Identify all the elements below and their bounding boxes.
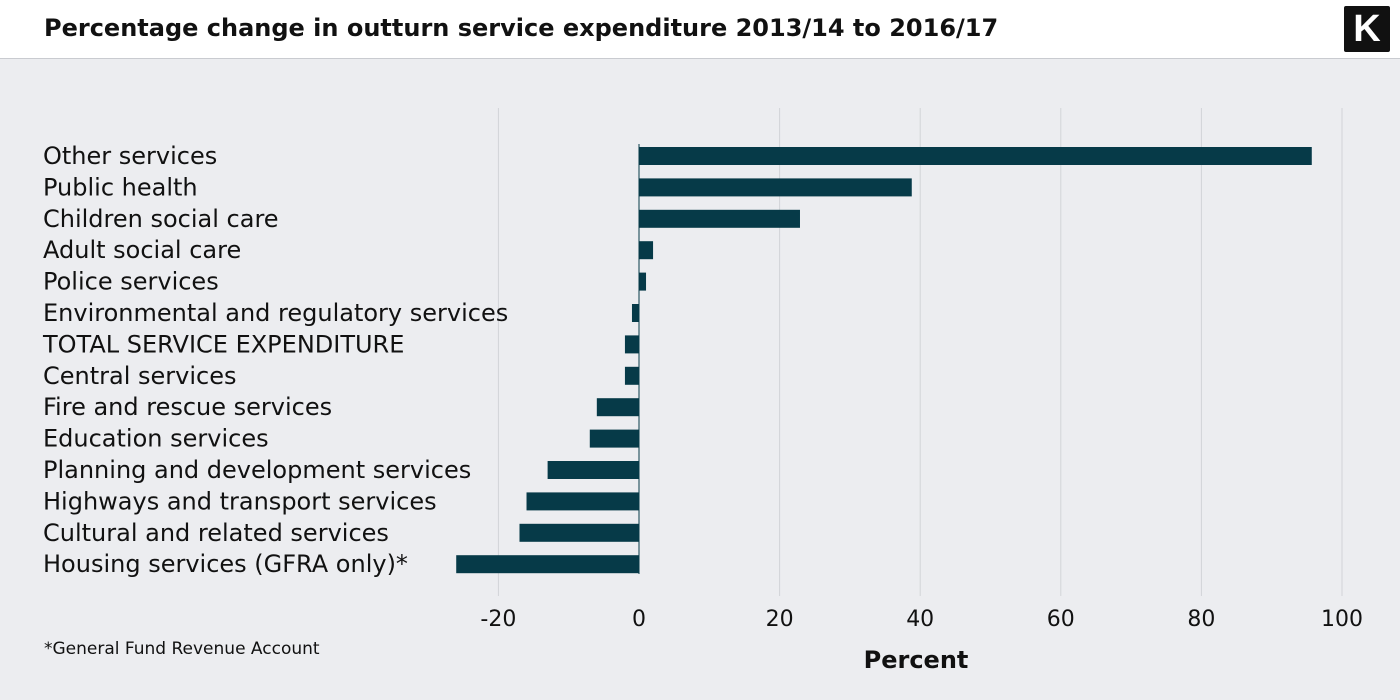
bar: [639, 272, 647, 291]
category-label: Central services: [43, 362, 237, 390]
bar: [639, 178, 912, 197]
category-label: Highways and transport services: [43, 487, 437, 515]
bar: [624, 335, 639, 354]
category-label: TOTAL SERVICE EXPENDITURE: [42, 330, 404, 358]
x-axis-label: Percent: [864, 646, 969, 674]
x-tick-label: 60: [1047, 607, 1075, 632]
x-tick-label: 100: [1321, 607, 1363, 632]
bar: [526, 492, 639, 511]
x-tick-label: 0: [632, 607, 646, 632]
category-label: Children social care: [43, 205, 279, 233]
bar: [631, 304, 639, 322]
bar: [596, 398, 639, 417]
category-label: Planning and development services: [43, 456, 471, 484]
chart-title: Percentage change in outturn service exp…: [44, 14, 999, 42]
category-label: Fire and rescue services: [43, 393, 332, 421]
k-logo-icon: K: [1344, 6, 1390, 52]
bar: [639, 209, 800, 228]
category-label: Cultural and related services: [43, 519, 389, 547]
x-tick-label: 80: [1187, 607, 1215, 632]
bar: [589, 429, 639, 448]
bar: [639, 147, 1312, 165]
bar: [456, 555, 639, 574]
x-tick-label: 20: [766, 607, 794, 632]
category-label: Education services: [43, 425, 269, 453]
footnote: *General Fund Revenue Account: [44, 639, 320, 659]
x-tick-label: -20: [480, 607, 516, 632]
logo-letter: K: [1353, 8, 1381, 50]
bar: [624, 366, 639, 385]
x-tick-label: 40: [906, 607, 934, 632]
category-label: Adult social care: [43, 236, 241, 264]
bar: [547, 461, 639, 479]
header-bar: Percentage change in outturn service exp…: [0, 0, 1400, 59]
category-label: Public health: [43, 173, 198, 201]
category-label: Environmental and regulatory services: [43, 299, 508, 327]
category-label: Police services: [43, 268, 219, 296]
category-label: Housing services (GFRA only)*: [43, 550, 408, 578]
bar: [519, 523, 639, 542]
category-label: Other services: [43, 142, 217, 170]
bar: [639, 241, 654, 260]
